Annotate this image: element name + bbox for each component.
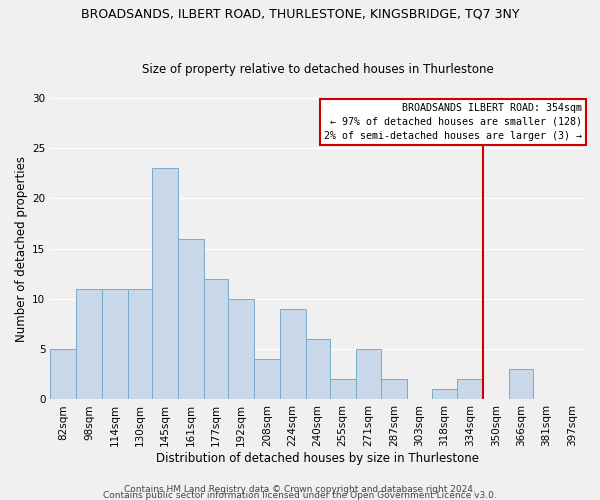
Bar <box>228 299 254 400</box>
Bar <box>76 289 102 400</box>
Bar <box>178 238 204 400</box>
Text: BROADSANDS ILBERT ROAD: 354sqm
← 97% of detached houses are smaller (128)
2% of : BROADSANDS ILBERT ROAD: 354sqm ← 97% of … <box>325 102 583 141</box>
Y-axis label: Number of detached properties: Number of detached properties <box>15 156 28 342</box>
Title: Size of property relative to detached houses in Thurlestone: Size of property relative to detached ho… <box>142 63 494 76</box>
Bar <box>204 279 228 400</box>
Text: Contains public sector information licensed under the Open Government Licence v3: Contains public sector information licen… <box>103 490 497 500</box>
Bar <box>305 339 330 400</box>
Bar <box>330 380 356 400</box>
Bar <box>152 168 178 400</box>
Text: Contains HM Land Registry data © Crown copyright and database right 2024.: Contains HM Land Registry data © Crown c… <box>124 484 476 494</box>
Bar <box>509 370 533 400</box>
Bar <box>50 349 76 400</box>
Bar <box>102 289 128 400</box>
Bar <box>254 360 280 400</box>
X-axis label: Distribution of detached houses by size in Thurlestone: Distribution of detached houses by size … <box>156 452 479 465</box>
Bar <box>128 289 152 400</box>
Text: BROADSANDS, ILBERT ROAD, THURLESTONE, KINGSBRIDGE, TQ7 3NY: BROADSANDS, ILBERT ROAD, THURLESTONE, KI… <box>81 8 519 20</box>
Bar <box>280 309 305 400</box>
Bar <box>431 390 457 400</box>
Bar <box>356 349 382 400</box>
Bar <box>457 380 483 400</box>
Bar <box>382 380 407 400</box>
